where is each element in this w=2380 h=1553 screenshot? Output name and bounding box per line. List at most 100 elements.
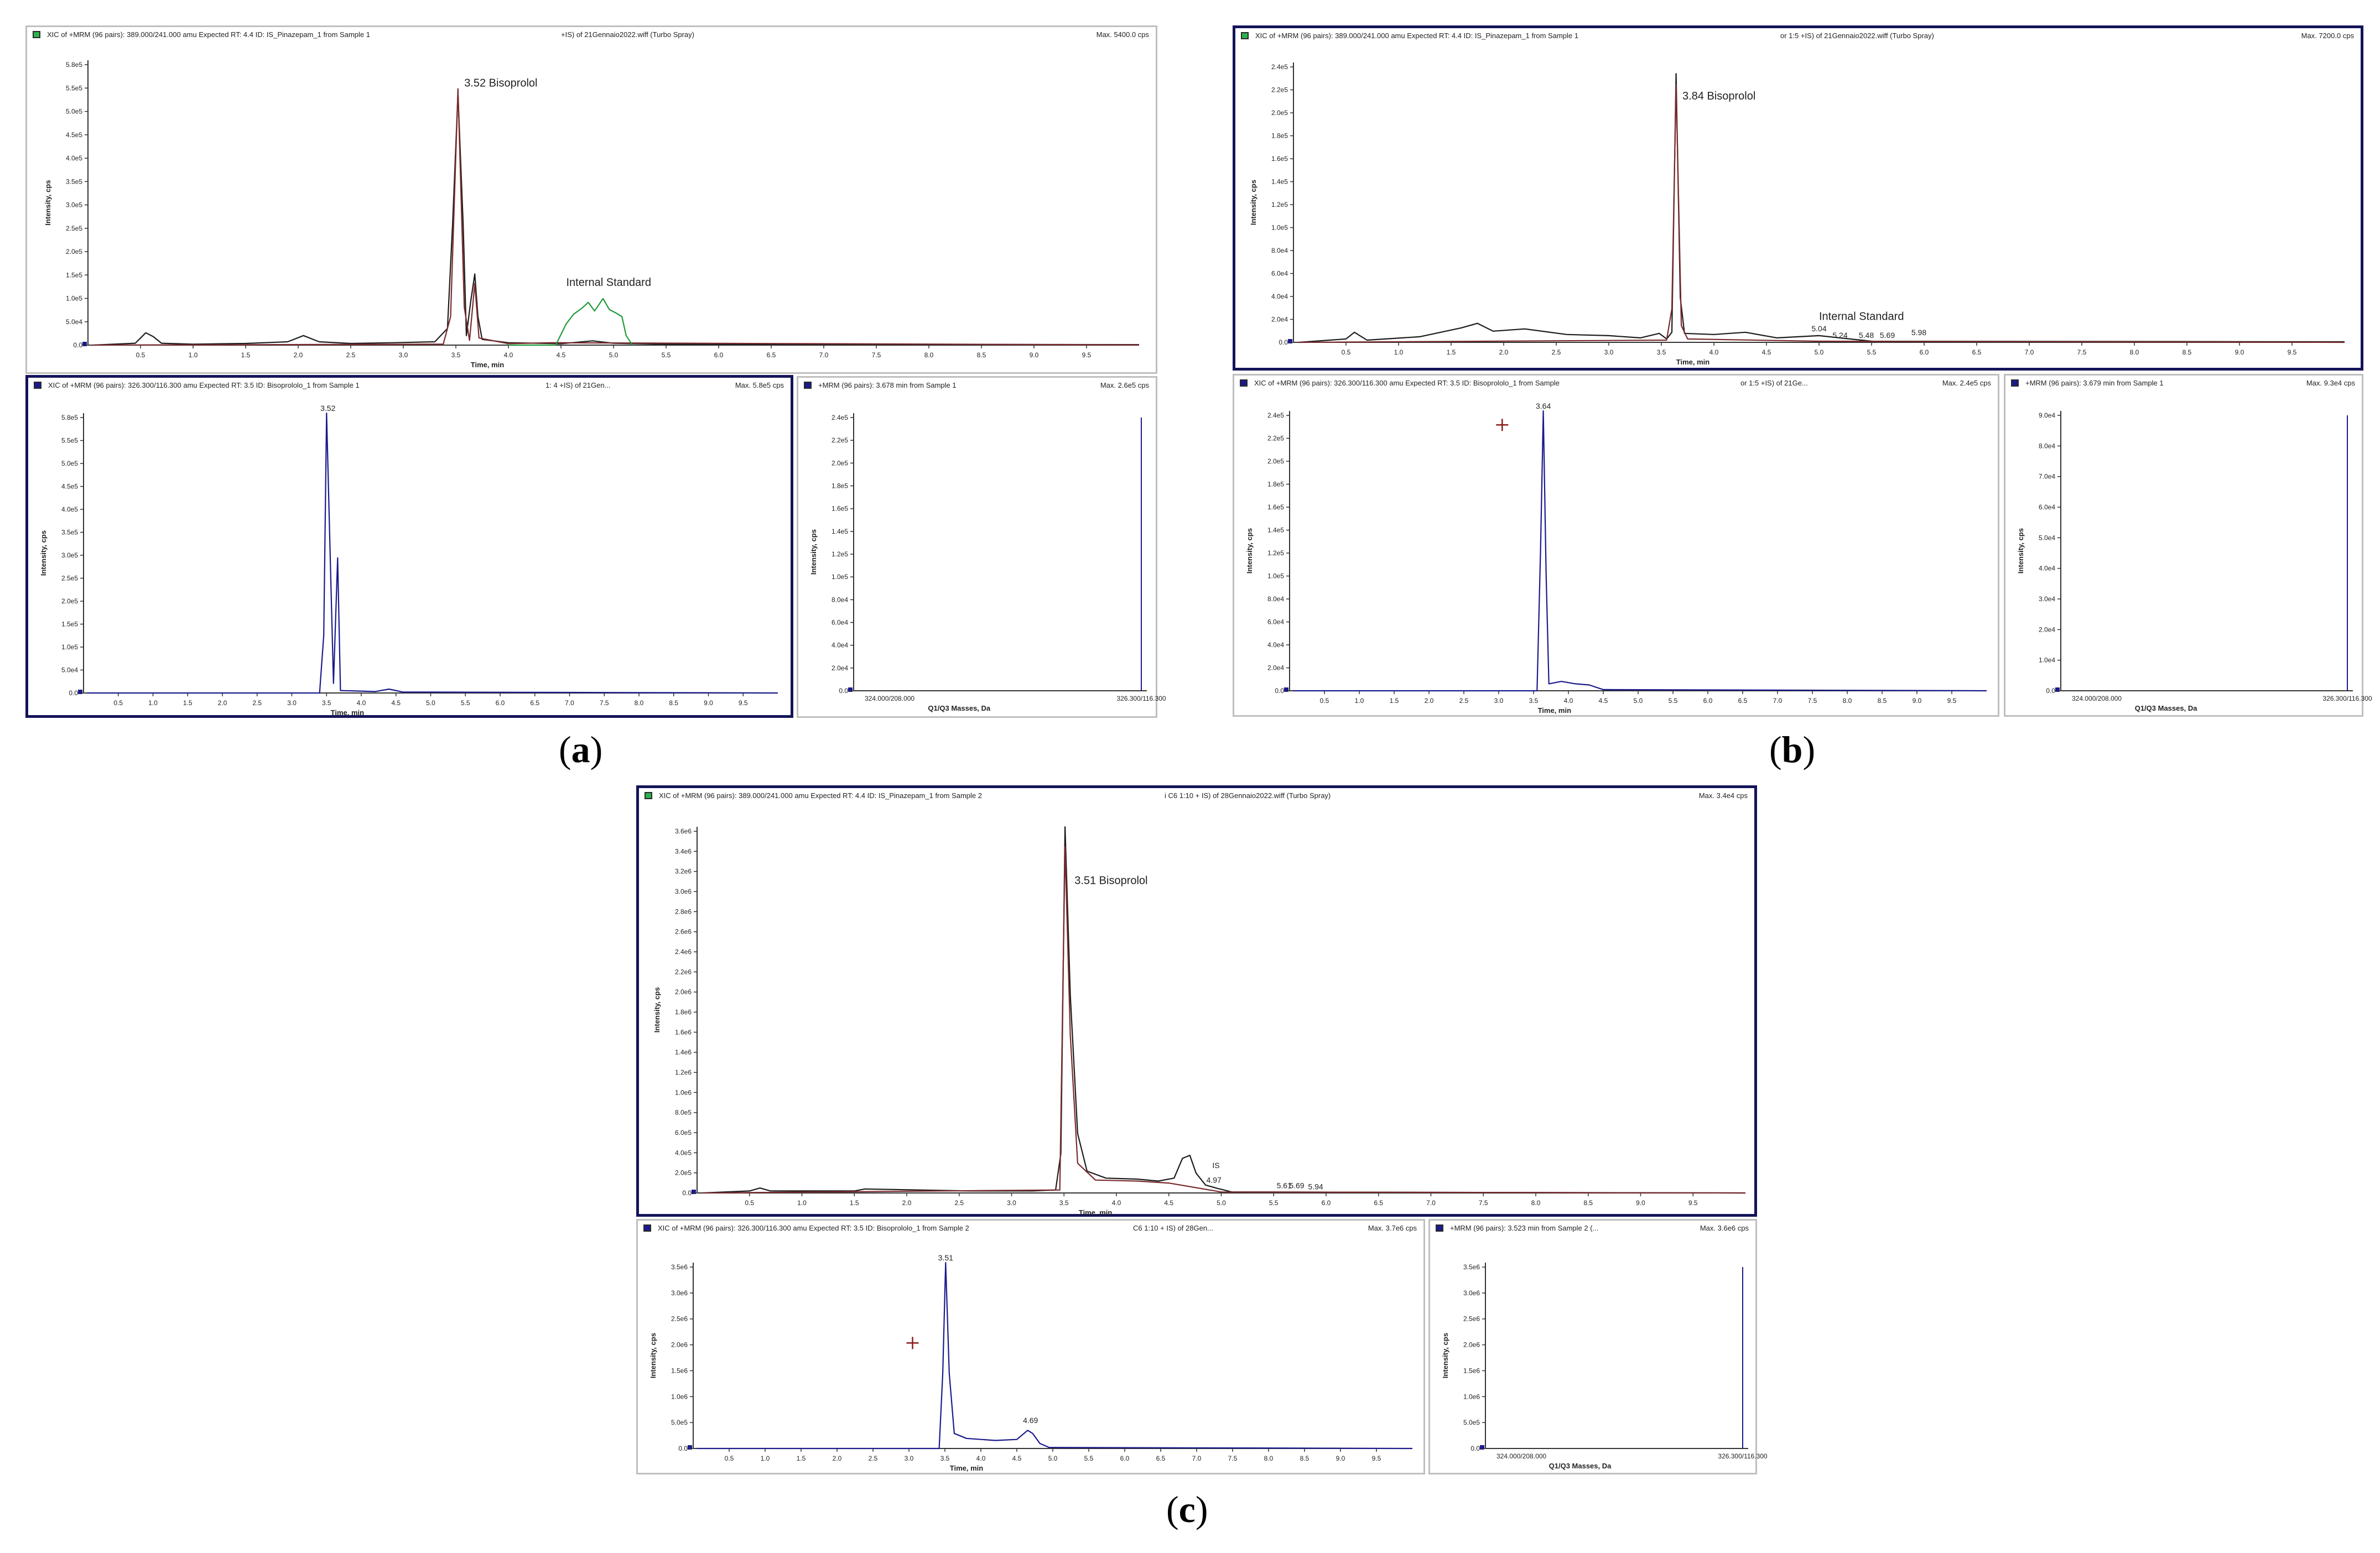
- y-tick-label: 6.0e5: [675, 1129, 692, 1137]
- y-tick-label: 1.0e5: [1267, 572, 1284, 580]
- x-tick-label: 5.5: [1084, 1455, 1094, 1462]
- trace-analyte: [93, 88, 1140, 346]
- x-tick-label: 2.0: [218, 699, 227, 707]
- cursor-crosshair: [1496, 419, 1509, 431]
- y-tick-label: 1.8e5: [1271, 132, 1288, 140]
- caption-b: (b): [1769, 728, 1816, 770]
- x-tick-label: 6.5: [530, 699, 539, 707]
- x-tick-label: 9.5: [1947, 697, 1957, 705]
- y-tick-label: 2.0e4: [832, 664, 848, 672]
- xic-main-window-b[interactable]: XIC of +MRM (96 pairs): 389.000/241.000 …: [1233, 25, 2363, 371]
- x-tick-label: 7.0: [565, 699, 574, 707]
- x-tick-label: 4.5: [1762, 348, 1771, 356]
- x-tick-label: 5.5: [1269, 1199, 1279, 1207]
- chromatogram-plot-c-xic[interactable]: 0.0 5.0e5 1.0e6 1.5e6 2.0e6 2.5e6 3.0e6 3.5e6 In…: [638, 1221, 1423, 1473]
- y-tick-label: 8.0e4: [1267, 595, 1284, 603]
- peak-annotation: 5.24: [1832, 331, 1847, 340]
- x-tick-label: 4.0: [357, 699, 366, 707]
- y-tick-label: 1.2e6: [675, 1069, 692, 1076]
- y-tick-label: 1.6e5: [832, 505, 848, 513]
- xic-title: XIC of +MRM (96 pairs): 326.300/116.300 …: [48, 381, 360, 389]
- max-intensity-label: Max. 3.7e6 cps: [1368, 1224, 1417, 1232]
- x-tick-label: 6.5: [1374, 1199, 1383, 1207]
- mass-spectrum-plot-b[interactable]: 0.0 1.0e4 2.0e4 3.0e4 4.0e4 5.0e4 6.0e4 7.0e4 8.…: [2005, 376, 2372, 715]
- x-tick-label: 1.5: [797, 1455, 806, 1462]
- x-tick-label: 7.5: [872, 351, 881, 359]
- x-tick-label: 1.5: [850, 1199, 859, 1207]
- xic-window-a[interactable]: XIC of +MRM (96 pairs): 326.300/116.300 …: [25, 375, 793, 718]
- y-tick-label: 2.0e6: [671, 1341, 688, 1349]
- caption-a: (a): [559, 728, 603, 770]
- y-tick-label: 2.0e6: [675, 988, 692, 996]
- x-tick-label: 6.5: [1738, 697, 1748, 705]
- y-tick-label: 1.8e5: [1267, 481, 1284, 488]
- xic-window-c[interactable]: XIC of +MRM (96 pairs): 326.300/116.300 …: [636, 1219, 1425, 1474]
- chromatogram-plot-a-main[interactable]: 0.0 5.0e4 1.0e5 1.5e5 2.0e5 2.5e5 3.0e5 3.5e5 4.…: [27, 27, 1156, 373]
- y-tick-label: 6.0e4: [1271, 270, 1288, 278]
- x-tick-label: 8.0: [1843, 697, 1852, 705]
- x-tick-label: 5.0: [1217, 1199, 1226, 1207]
- mass-spectrum-window-b[interactable]: +MRM (96 pairs): 3.679 min from Sample 1…: [2004, 374, 2372, 717]
- x-tick-label: 3.5: [1059, 1199, 1069, 1207]
- y-tick-label: 4.5e5: [66, 131, 82, 139]
- mass-spectrum-plot-a[interactable]: 0.0 2.0e4 4.0e4 6.0e4 8.0e4 1.0e5 1.2e5 1.4e5 1.…: [798, 378, 1166, 716]
- mass-spectrum-window-a[interactable]: +MRM (96 pairs): 3.678 min from Sample 1…: [797, 376, 1166, 718]
- x-tick-label: 1.0: [1394, 348, 1404, 356]
- x-tick-label: 8.5: [977, 351, 986, 359]
- y-tick-label: 0.0: [678, 1445, 688, 1452]
- chromatogram-plot-a-xic[interactable]: 0.0 5.0e4 1.0e5 1.5e5 2.0e5 2.5e5 3.0e5 3.5e5 4.…: [28, 378, 792, 717]
- x-tick-label: 7.5: [1808, 697, 1817, 705]
- y-tick-label: 7.0e4: [2039, 473, 2055, 481]
- axis-origin-marker: [2055, 687, 2060, 692]
- chromatogram-plot-b-main[interactable]: 0.0 2.0e4 4.0e4 6.0e4 8.0e4 1.0e5 1.2e5 1.4e5 1.…: [1235, 28, 2361, 368]
- xic-title-right: or 1:5 +IS) of 21Gennaio2022.wiff (Turbo…: [1780, 32, 1934, 40]
- axis-origin-marker: [1288, 339, 1292, 343]
- x-tick-label: 4.0: [976, 1455, 986, 1462]
- y-tick-label: 2.0e5: [675, 1169, 692, 1177]
- xic-title: XIC of +MRM (96 pairs): 389.000/241.000 …: [47, 30, 370, 39]
- x-tick-label: 0.5: [745, 1199, 754, 1207]
- x-tick-label: 5.0: [1634, 697, 1643, 705]
- y-tick-label: 5.8e5: [66, 61, 82, 69]
- peak-annotation: 5.04: [1811, 324, 1826, 333]
- y-tick-label: 4.0e4: [1267, 641, 1284, 649]
- mass-spectrum-plot-c[interactable]: 0.0 5.0e5 1.0e6 1.5e6 2.0e6 2.5e6 3.0e6 3.5e6 In…: [1430, 1221, 1768, 1473]
- x-tick-label: 1.5: [183, 699, 193, 707]
- chromatogram-plot-c-main[interactable]: 0.0 2.0e5 4.0e5 6.0e5 8.0e5 1.0e6 1.2e6 1.4e6 1.…: [639, 788, 1754, 1217]
- trace-xic_blue: [1293, 410, 1987, 692]
- y-tick-label: 3.0e6: [675, 888, 692, 895]
- x-tick-label: 4.0: [1564, 697, 1573, 705]
- y-tick-label: 3.0e5: [66, 201, 82, 209]
- x-tick-label: 7.5: [2077, 348, 2087, 356]
- xic-window-b[interactable]: XIC of +MRM (96 pairs): 326.300/116.300 …: [1233, 374, 1999, 717]
- max-intensity-label: Max. 9.3e4 cps: [2306, 379, 2355, 387]
- x-tick-label: 7.0: [1192, 1455, 1202, 1462]
- x-tick-label: 4.5: [391, 699, 401, 707]
- x-tick-label: 2.0: [1499, 348, 1509, 356]
- xic-main-window-a[interactable]: XIC of +MRM (96 pairs): 389.000/241.000 …: [25, 25, 1157, 374]
- y-tick-label: 1.4e6: [675, 1049, 692, 1056]
- y-tick-label: 3.5e5: [61, 529, 78, 536]
- y-tick-label: 1.4e5: [832, 528, 848, 535]
- mass-spectrum-window-c[interactable]: +MRM (96 pairs): 3.523 min from Sample 2…: [1428, 1219, 1768, 1474]
- y-tick-label: 2.0e5: [61, 597, 78, 605]
- y-axis-label: Intensity, cps: [1441, 1333, 1449, 1378]
- y-tick-label: 4.0e5: [66, 154, 82, 162]
- y-tick-label: 1.0e4: [2039, 656, 2055, 664]
- trace-is_trace: [508, 298, 633, 346]
- y-tick-label: 2.4e6: [675, 948, 692, 956]
- mass-category-label: 324.000/208.000: [1496, 1452, 1546, 1460]
- xic-title: XIC of +MRM (96 pairs): 389.000/241.000 …: [659, 791, 982, 800]
- x-tick-label: 6.0: [1920, 348, 1929, 356]
- xic-main-window-c[interactable]: XIC of +MRM (96 pairs): 389.000/241.000 …: [636, 785, 1757, 1217]
- y-tick-label: 4.0e4: [2039, 565, 2055, 572]
- y-tick-label: 3.4e6: [675, 847, 692, 855]
- y-tick-label: 5.0e5: [1463, 1419, 1480, 1426]
- x-tick-label: 5.0: [426, 699, 435, 707]
- x-tick-label: 3.0: [1007, 1199, 1016, 1207]
- y-axis-label: Intensity, cps: [653, 987, 661, 1033]
- chromatogram-plot-b-xic[interactable]: 0.0 2.0e4 4.0e4 6.0e4 8.0e4 1.0e5 1.2e5 1.4e5 1.…: [1234, 376, 1998, 715]
- x-tick-label: 4.5: [1599, 697, 1608, 705]
- mass-category-label: 324.000/208.000: [2072, 695, 2122, 702]
- y-tick-label: 2.0e4: [1271, 316, 1288, 324]
